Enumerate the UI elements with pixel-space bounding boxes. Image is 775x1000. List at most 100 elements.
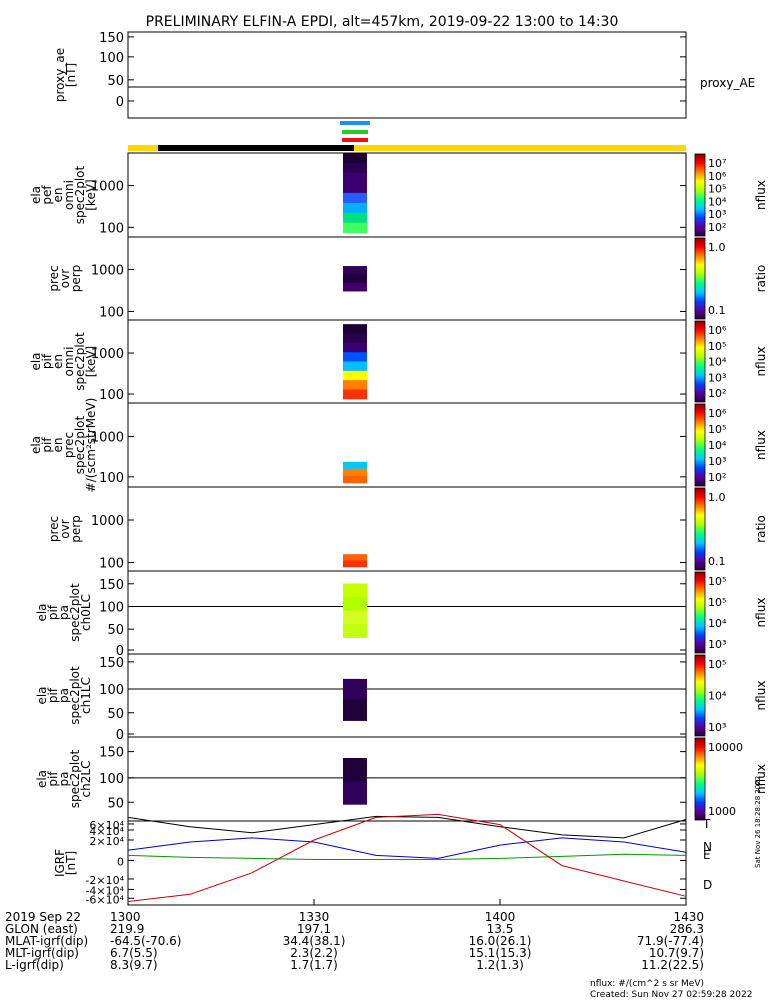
x-row-value: -64.5(-70.6) xyxy=(110,934,181,948)
spectrogram-cell xyxy=(343,758,367,782)
colorbar-tick-label: 10² xyxy=(708,221,726,234)
panel-frame xyxy=(127,31,687,119)
y-axis-label: spec2plot xyxy=(73,165,87,224)
colorbar-label: ratio xyxy=(754,515,768,543)
colorbar-tick-label: 10⁴ xyxy=(708,617,727,630)
spectrogram-cell xyxy=(343,212,367,224)
colorbar-tick-label: 10⁵ xyxy=(708,596,726,609)
y-axis-label: spec2plot xyxy=(68,749,82,808)
colorbar-prec_ovr_perp_2 xyxy=(694,487,706,571)
panel-frame xyxy=(127,736,687,822)
colorbar-tick-label: 10³ xyxy=(708,638,726,651)
colorbar-label: nflux xyxy=(754,347,768,377)
colorbar-pif_en_prec xyxy=(694,403,706,487)
x-row-value: 1430 xyxy=(673,910,704,924)
y-tick-label: -6×10⁴ xyxy=(85,893,124,906)
x-row-value: 13.5 xyxy=(487,922,514,936)
y-axis-label: ovr xyxy=(58,269,72,288)
igrf-legend-E: E xyxy=(703,848,711,862)
y-axis-label: spec2plot xyxy=(68,583,82,642)
colorbar-tick-label: 10⁵ xyxy=(708,340,726,353)
colorbar-pif_en xyxy=(694,320,706,403)
colorbar-prec_ovr_perp_1 xyxy=(694,237,706,320)
spectrogram-cell xyxy=(343,162,367,174)
spectrogram-cell xyxy=(343,610,367,625)
spectrogram-cell xyxy=(343,192,367,204)
y-axis-label: en xyxy=(51,354,65,369)
y-tick-label: -2×10⁴ xyxy=(85,874,124,887)
spectrogram-cell xyxy=(343,596,367,611)
igrf-series-E xyxy=(127,853,687,860)
spectrogram-cell xyxy=(343,554,367,561)
spectrogram-cell xyxy=(343,461,367,470)
y-axis-label: proxy_ae xyxy=(53,48,67,102)
x-row-value: 197.1 xyxy=(297,922,331,936)
colorbar-label: ratio xyxy=(754,265,768,293)
y-axis-label: ela xyxy=(35,770,49,788)
y-axis-label: [keV] xyxy=(84,346,98,377)
y-tick-label: 0 xyxy=(116,95,124,110)
y-tick-label: 0 xyxy=(116,644,124,659)
y-axis-label: pa xyxy=(57,688,71,703)
y-tick-label: 0 xyxy=(117,855,124,868)
colorbar-tick-label: 1.0 xyxy=(708,241,726,254)
spectrogram-cell xyxy=(343,274,367,284)
colorbar-pa_ch0 xyxy=(694,571,706,654)
spectrogram-cell xyxy=(343,202,367,214)
panel-frame xyxy=(127,402,687,488)
y-axis-label: en xyxy=(51,188,65,203)
status-yellow-right xyxy=(354,145,686,151)
y-tick-label: 100 xyxy=(99,471,124,486)
spectrogram-cell xyxy=(343,324,367,334)
spectrogram-cell xyxy=(343,380,367,391)
igrf-series-T xyxy=(127,815,687,839)
y-tick-label: 100 xyxy=(99,772,124,787)
plot-title: PRELIMINARY ELFIN-A EPDI, alt=457km, 201… xyxy=(146,14,619,30)
y-axis-label: perp xyxy=(69,265,83,293)
colorbar-pa_ch1 xyxy=(694,654,706,737)
spectrogram-cell xyxy=(343,678,367,701)
y-tick-label: 1000 xyxy=(91,180,124,195)
x-row-value: 11.2(22.5) xyxy=(641,958,704,972)
colorbar-tick-label: 10⁶ xyxy=(708,407,727,420)
colorbar-tick-label: 10³ xyxy=(708,721,726,734)
panel-proxy_ae: 150 100 50 0 proxy_ae[nT] xyxy=(53,31,687,119)
status-black xyxy=(158,145,354,151)
x-row-value: 2.3(2.2) xyxy=(290,946,338,960)
colorbar-tick-label: 10² xyxy=(708,471,726,484)
spectrogram-cell xyxy=(343,361,367,372)
y-tick-label: -4×10⁴ xyxy=(85,884,124,897)
spectrogram-cell xyxy=(343,389,367,400)
colorbar-tick-label: 1.0 xyxy=(708,491,726,504)
y-axis-label: ch1LC xyxy=(79,677,93,714)
colorbar-tick-label: 10000 xyxy=(708,741,743,754)
y-axis-label: ela xyxy=(35,686,49,704)
y-axis-label: pif xyxy=(46,771,60,787)
y-axis-label: pef xyxy=(40,185,54,205)
x-row-value: 8.3(9.7) xyxy=(110,958,158,972)
colorbar-tick-label: 10³ xyxy=(708,455,726,468)
x-row-label: L-igrf(dip) xyxy=(5,958,64,972)
colorbar-tick-label: 10⁴ xyxy=(708,439,727,452)
y-axis-label: prec xyxy=(62,432,76,458)
y-tick-label: 1000 xyxy=(91,264,124,279)
x-row-value: 1400 xyxy=(485,910,516,924)
colorbar-tick-label: 1000 xyxy=(708,805,736,818)
igrf-legend-N: N xyxy=(703,840,712,854)
y-tick-label: 50 xyxy=(107,74,124,89)
x-row-label: 2019 Sep 22 xyxy=(5,910,81,924)
x-row-value: 34.4(38.1) xyxy=(283,934,346,948)
y-axis-label: prec xyxy=(47,265,61,291)
colorbar-pa_ch2 xyxy=(694,737,706,821)
y-axis-label: omni xyxy=(62,180,76,210)
y-tick-label: 1000 xyxy=(91,514,124,529)
y-axis-label: [nT] xyxy=(64,851,78,875)
igrf-series-D xyxy=(127,813,687,902)
colorbar-label: nflux xyxy=(754,430,768,460)
spectrogram-cell xyxy=(343,623,367,638)
y-tick-label: 0 xyxy=(116,728,124,743)
y-axis-label: ela xyxy=(29,436,43,454)
